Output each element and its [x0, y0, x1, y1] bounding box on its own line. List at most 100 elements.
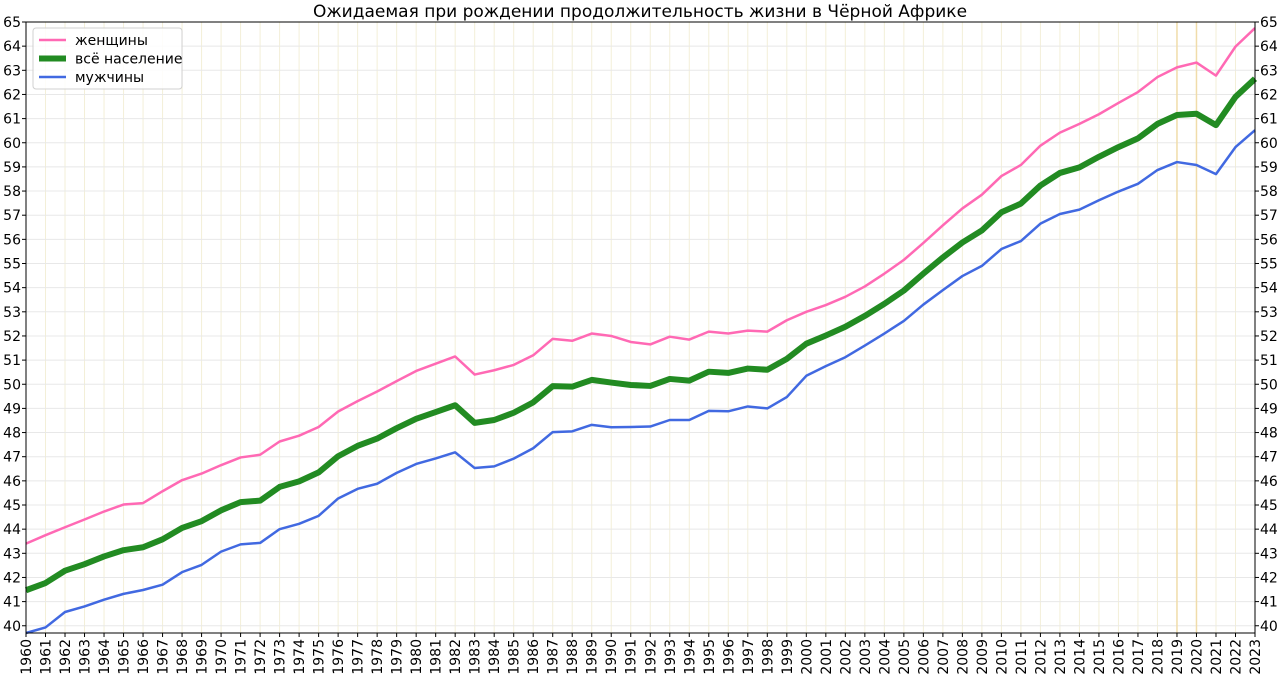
- x-tick-label: 2012: [1033, 639, 1049, 675]
- x-tick-label: 1994: [682, 639, 698, 675]
- y-tick-label-right: 45: [1260, 498, 1278, 514]
- highlight-year-lines: [1176, 22, 1198, 633]
- y-tick-label: 61: [3, 112, 21, 128]
- y-tick-label-right: 59: [1260, 160, 1278, 176]
- y-tick-label: 44: [3, 522, 21, 538]
- x-tick-label: 2014: [1072, 639, 1088, 675]
- x-tick-label: 1969: [195, 639, 211, 675]
- x-tick-label: 2013: [1053, 639, 1069, 675]
- x-tick-label: 1964: [97, 639, 113, 675]
- y-tick-label-right: 44: [1260, 522, 1278, 538]
- y-tick-label: 55: [3, 257, 21, 273]
- x-tick-label: 1975: [312, 639, 328, 675]
- x-tick-label: 2023: [1248, 639, 1264, 675]
- y-axis-left: 40 41 42 43 44 45 46 47 48 49 50 51 52 53 54 55 56 57 58 59…: [3, 15, 26, 635]
- x-tick-label: 1977: [351, 639, 367, 675]
- x-tick-label: 1973: [273, 639, 289, 675]
- series-line-0: [25, 27, 1256, 545]
- x-tick-label: 1965: [117, 639, 133, 675]
- y-tick-label-right: 46: [1260, 474, 1278, 490]
- grid: [25, 21, 1256, 633]
- y-tick-label-right: 56: [1260, 232, 1278, 248]
- y-tick-label-right: 51: [1260, 353, 1278, 369]
- y-tick-label-right: 54: [1260, 281, 1278, 297]
- x-tick-label: 1990: [604, 639, 620, 675]
- x-tick-label: 1998: [760, 639, 776, 675]
- x-tick-label: 2004: [877, 639, 893, 675]
- y-tick-label-right: 50: [1260, 377, 1278, 393]
- y-tick-label: 54: [3, 281, 21, 297]
- y-tick-label-right: 60: [1260, 136, 1278, 152]
- y-tick-label: 49: [3, 401, 21, 417]
- x-tick-label: 1970: [214, 639, 230, 675]
- y-tick-label-right: 43: [1260, 546, 1278, 562]
- x-tick-label: 1972: [253, 639, 269, 675]
- y-tick-label: 42: [3, 570, 21, 586]
- x-tick-label: 1980: [409, 639, 425, 675]
- y-tick-label: 58: [3, 184, 21, 200]
- x-tick-label: 1987: [546, 639, 562, 675]
- legend-label-1: всё население: [75, 52, 182, 68]
- y-tick-label-right: 47: [1260, 450, 1278, 466]
- x-tick-label: 2003: [858, 639, 874, 675]
- x-tick-label: 1988: [565, 639, 581, 675]
- x-tick-label: 2005: [897, 639, 913, 675]
- x-tick-label: 1966: [136, 639, 152, 675]
- x-tick-label: 1982: [448, 639, 464, 675]
- x-tick-label: 1996: [721, 639, 737, 675]
- legend-label-2: мужчины: [75, 70, 144, 86]
- plot-frame: [25, 21, 1256, 634]
- y-tick-label-right: 63: [1260, 63, 1278, 79]
- y-tick-label: 56: [3, 232, 21, 248]
- x-tick-label: 2022: [1228, 639, 1244, 675]
- legend-label-0: женщины: [75, 33, 148, 49]
- y-tick-label-right: 40: [1260, 619, 1278, 635]
- x-tick-label: 2020: [1189, 639, 1205, 675]
- y-tick-label-right: 57: [1260, 208, 1278, 224]
- y-tick-label-right: 62: [1260, 87, 1278, 103]
- y-tick-label-right: 42: [1260, 570, 1278, 586]
- y-tick-label-right: 58: [1260, 184, 1278, 200]
- y-tick-label: 52: [3, 329, 21, 345]
- y-tick-label: 64: [3, 39, 21, 55]
- y-tick-label: 63: [3, 63, 21, 79]
- x-tick-label: 2017: [1131, 639, 1147, 675]
- x-tick-label: 1997: [741, 639, 757, 675]
- y-tick-label-right: 52: [1260, 329, 1278, 345]
- x-tick-label: 1984: [487, 639, 503, 675]
- y-tick-label: 45: [3, 498, 21, 514]
- x-tick-label: 1989: [585, 639, 601, 675]
- y-tick-label: 62: [3, 87, 21, 103]
- series-lines: [24, 27, 1258, 635]
- y-tick-label-right: 41: [1260, 595, 1278, 611]
- y-tick-label: 46: [3, 474, 21, 490]
- y-tick-label-right: 49: [1260, 401, 1278, 417]
- x-tick-label: 2015: [1092, 639, 1108, 675]
- x-tick-label: 1992: [643, 639, 659, 675]
- y-axis-right: 40 41 42 43 44 45 46 47 48 49 50 51 52 53 54 55 56 57 58 59…: [1255, 15, 1278, 635]
- x-tick-label: 1976: [331, 639, 347, 675]
- y-tick-label: 53: [3, 305, 21, 321]
- y-tick-label: 43: [3, 546, 21, 562]
- x-tick-label: 1995: [702, 639, 718, 675]
- legend-box: [32, 27, 183, 90]
- x-tick-label: 2007: [936, 639, 952, 675]
- x-tick-label: 1961: [39, 639, 55, 675]
- x-tick-label: 1963: [78, 639, 94, 675]
- chart-title: Ожидаемая при рождении продолжительность…: [313, 2, 967, 22]
- y-tick-label-right: 55: [1260, 257, 1278, 273]
- x-tick-label: 2002: [838, 639, 854, 675]
- x-tick-label: 1960: [19, 639, 35, 675]
- y-tick-label: 40: [3, 619, 21, 635]
- x-tick-label: 2008: [955, 639, 971, 675]
- x-tick-label: 1983: [468, 639, 484, 675]
- x-tick-label: 2001: [819, 639, 835, 675]
- x-tick-label: 2010: [994, 639, 1010, 675]
- y-tick-label-right: 48: [1260, 426, 1278, 442]
- x-tick-label: 1979: [390, 639, 406, 675]
- x-tick-label: 1968: [175, 639, 191, 675]
- y-tick-label: 65: [3, 15, 21, 31]
- x-tick-label: 2000: [799, 639, 815, 675]
- x-tick-label: 1999: [780, 639, 796, 675]
